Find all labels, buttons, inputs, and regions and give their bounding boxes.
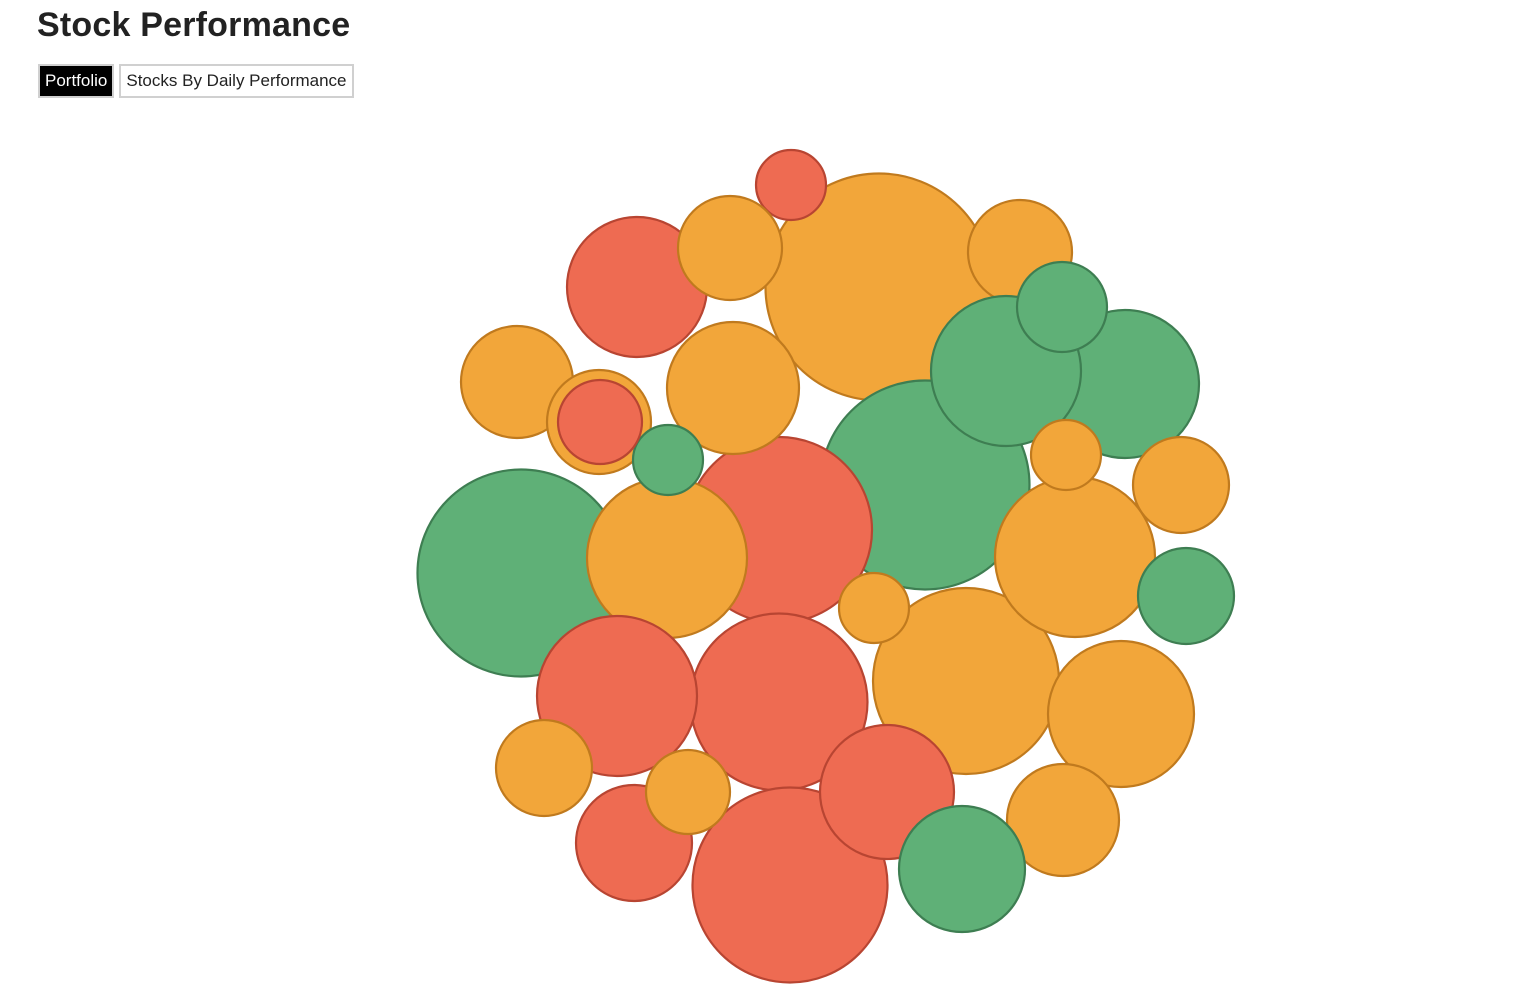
bubble-flat-25[interactable]	[494, 718, 594, 818]
bubble-up-26[interactable]	[1136, 546, 1236, 646]
bubble-up-24[interactable]	[897, 804, 1027, 934]
bubble-flat-16[interactable]	[993, 475, 1157, 639]
page-title: Stock Performance	[37, 6, 351, 44]
tab-stocks-by-daily-performance[interactable]: Stocks By Daily Performance	[119, 64, 354, 98]
bubble-down-1[interactable]	[754, 148, 828, 222]
bubble-flat-15[interactable]	[1046, 639, 1196, 789]
bubble-flat-28[interactable]	[644, 748, 732, 836]
bubble-flat-21[interactable]	[1131, 435, 1231, 535]
tab-bar: Portfolio Stocks By Daily Performance	[38, 64, 354, 98]
bubble-flat-11[interactable]	[585, 476, 749, 640]
bubble-flat-6[interactable]	[665, 320, 801, 456]
bubble-up-27[interactable]	[1015, 260, 1109, 354]
bubble-flat-5[interactable]	[676, 194, 784, 302]
tab-portfolio[interactable]: Portfolio	[38, 64, 115, 98]
bubble-flat-29[interactable]	[1029, 418, 1103, 492]
bubble-flat-22[interactable]	[1005, 762, 1121, 878]
bubble-up-31[interactable]	[631, 423, 705, 497]
bubble-flat-30[interactable]	[837, 571, 911, 645]
bubble-down-32[interactable]	[556, 378, 644, 466]
